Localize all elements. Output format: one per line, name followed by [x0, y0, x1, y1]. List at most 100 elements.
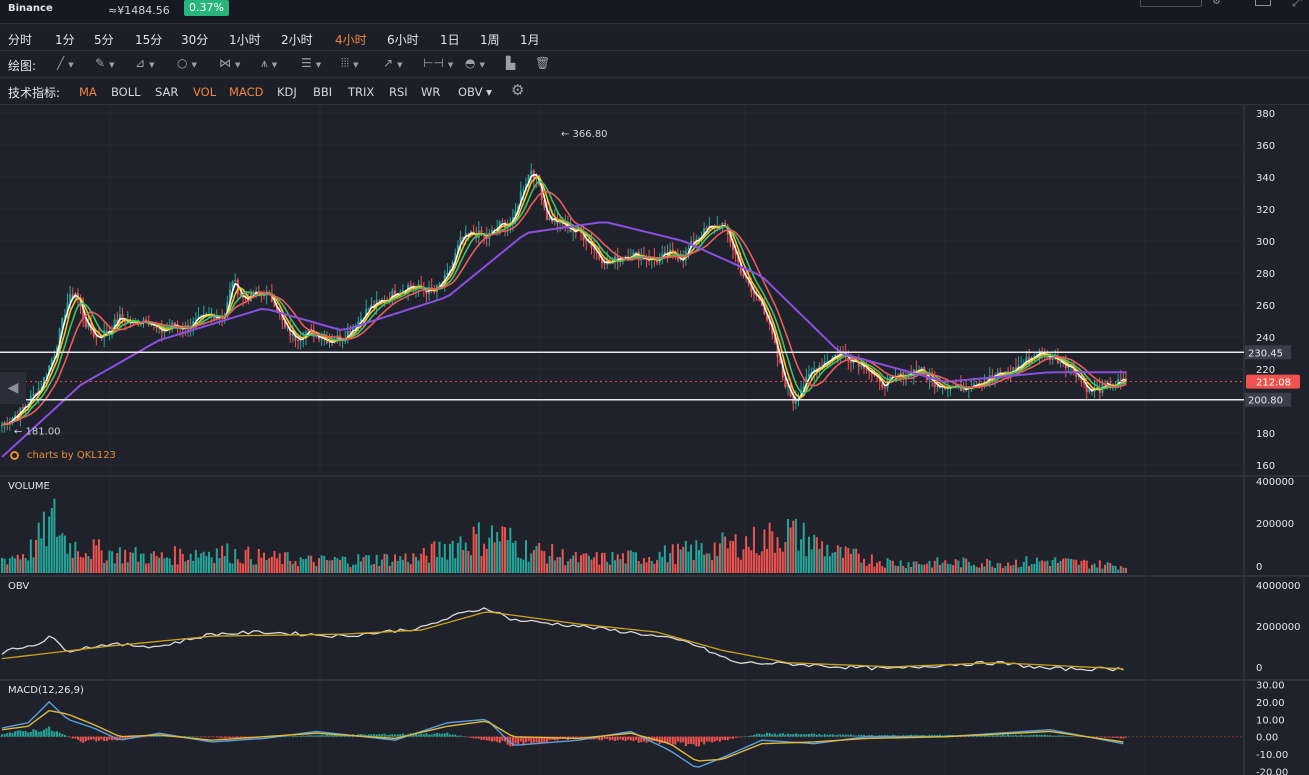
volume-tick: 400000: [1256, 477, 1294, 488]
candle-body: [194, 318, 197, 322]
price-tick: 180: [1256, 429, 1275, 440]
macd-histogram-bar: [338, 734, 341, 737]
indicator-2[interactable]: SAR: [155, 85, 179, 99]
top-button[interactable]: [1140, 0, 1202, 7]
volume-bar: [891, 560, 894, 573]
timeframe-11[interactable]: 1月: [520, 33, 540, 47]
scroll-left-button[interactable]: ◀: [0, 372, 26, 404]
volume-bar: [365, 555, 368, 573]
volume-bar: [213, 562, 216, 573]
timeframe-0[interactable]: 分时: [8, 33, 33, 47]
macd-histogram-bar: [236, 736, 239, 739]
bar-chart-icon[interactable]: ▙: [506, 56, 516, 70]
volume-bar: [218, 558, 221, 573]
indicator-4[interactable]: MACD: [229, 85, 264, 99]
timeframe-4[interactable]: 30分: [181, 33, 209, 47]
timeframe-5[interactable]: 1小时: [229, 33, 261, 47]
eye-icon[interactable]: ◓ ▼: [465, 56, 485, 70]
volume-bar: [991, 566, 994, 573]
macd-histogram-bar: [475, 736, 478, 739]
price-tick: 160: [1256, 461, 1275, 472]
timeframe-6[interactable]: 2小时: [281, 33, 313, 47]
gann-grid-icon[interactable]: ⦙⦙⦙ ▼: [341, 56, 358, 71]
candle-body: [545, 207, 548, 221]
volume-bar: [299, 557, 302, 573]
volume-bar: [226, 543, 229, 573]
macd-histogram-bar: [538, 736, 541, 743]
volume-bar: [121, 563, 124, 573]
candle-body: [519, 191, 522, 206]
volume-bar: [731, 541, 734, 573]
volume-bar: [999, 563, 1002, 573]
candle-body: [349, 331, 352, 334]
volume-bar: [572, 555, 575, 573]
timeframe-2[interactable]: 5分: [94, 33, 114, 47]
macd-histogram-bar: [142, 736, 145, 738]
indicator-6[interactable]: BBI: [313, 85, 333, 99]
timeframe-3[interactable]: 15分: [135, 33, 163, 47]
chevron-down-icon: ▼: [353, 61, 359, 69]
volume-bar: [79, 556, 82, 573]
candle-body: [999, 371, 1002, 374]
macd-histogram-bar: [299, 735, 302, 737]
volume-bar: [637, 561, 640, 573]
indicator-0[interactable]: MA: [79, 85, 97, 99]
indicator-1[interactable]: BOLL: [111, 85, 141, 99]
pattern-tool-icon[interactable]: ⋈ ▼: [219, 56, 240, 70]
indicator-settings-icon[interactable]: ⚙: [511, 81, 525, 99]
trash-icon[interactable]: 🗑: [535, 56, 551, 70]
macd-histogram-bar: [784, 734, 787, 737]
volume-bar: [268, 558, 271, 573]
indicator-3[interactable]: VOL: [193, 85, 217, 99]
settings-icon[interactable]: ⚙: [1212, 0, 1221, 7]
macd-histogram-bar: [100, 736, 103, 740]
candle-body: [593, 247, 596, 250]
volume-bar: [338, 559, 341, 573]
macd-histogram-bar: [1012, 735, 1015, 737]
macd-histogram-bar: [294, 735, 297, 737]
expand-icon[interactable]: ⤢: [1292, 0, 1302, 9]
macd-histogram-bar: [1122, 736, 1125, 739]
volume-bar: [477, 522, 480, 573]
volume-bar: [818, 548, 821, 573]
timeframe-10[interactable]: 1周: [480, 33, 500, 47]
volume-bar: [87, 556, 90, 573]
macd-tick: 30.00: [1256, 680, 1285, 691]
timeframe-1[interactable]: 1分: [55, 33, 75, 47]
indicator-8[interactable]: RSI: [389, 85, 408, 99]
fib-levels-icon[interactable]: ☰ ▼: [301, 56, 321, 70]
indicator-10[interactable]: OBV ▾: [458, 85, 492, 99]
chevron-down-icon: ▼: [479, 61, 485, 69]
measure-tool-icon[interactable]: ⊢⊣ ▼: [423, 56, 453, 70]
chart-area[interactable]: 160180200220240260280300320340360380230.…: [0, 105, 1309, 775]
volume-bar: [435, 557, 438, 573]
fork-tool-icon[interactable]: ⩚ ▼: [261, 56, 277, 71]
volume-bar: [417, 560, 420, 573]
macd-histogram-bar: [97, 736, 100, 741]
volume-bar: [954, 559, 957, 573]
timeframe-7[interactable]: 4小时: [335, 33, 367, 47]
candle-body: [1088, 388, 1091, 393]
candle-body: [598, 252, 601, 259]
timeframe-8[interactable]: 6小时: [387, 33, 419, 47]
volume-bar: [315, 566, 318, 573]
ellipse-tool-icon[interactable]: ○ ▼: [177, 56, 197, 70]
candle-body: [354, 327, 357, 329]
indicator-7[interactable]: TRIX: [348, 85, 375, 99]
line-tool-icon[interactable]: ╱ ▼: [57, 56, 74, 70]
macd-histogram-bar: [986, 734, 989, 737]
volume-bar: [404, 553, 407, 573]
arrow-tool-icon[interactable]: ↗ ▼: [383, 56, 402, 70]
macd-histogram-bar: [519, 736, 522, 742]
volume-bar: [642, 558, 645, 573]
pen-tool-icon[interactable]: ✎ ▼: [95, 56, 114, 70]
candle-body: [139, 323, 142, 326]
timeframe-9[interactable]: 1日: [440, 33, 460, 47]
macd-histogram-bar: [802, 734, 805, 737]
indicator-9[interactable]: WR: [421, 85, 441, 99]
fullscreen-icon[interactable]: [1255, 0, 1271, 6]
price-tick: 320: [1256, 205, 1275, 216]
indicator-5[interactable]: KDJ: [277, 85, 297, 99]
macd-histogram-bar: [375, 734, 378, 737]
channel-tool-icon[interactable]: ⊿ ▼: [135, 56, 154, 70]
